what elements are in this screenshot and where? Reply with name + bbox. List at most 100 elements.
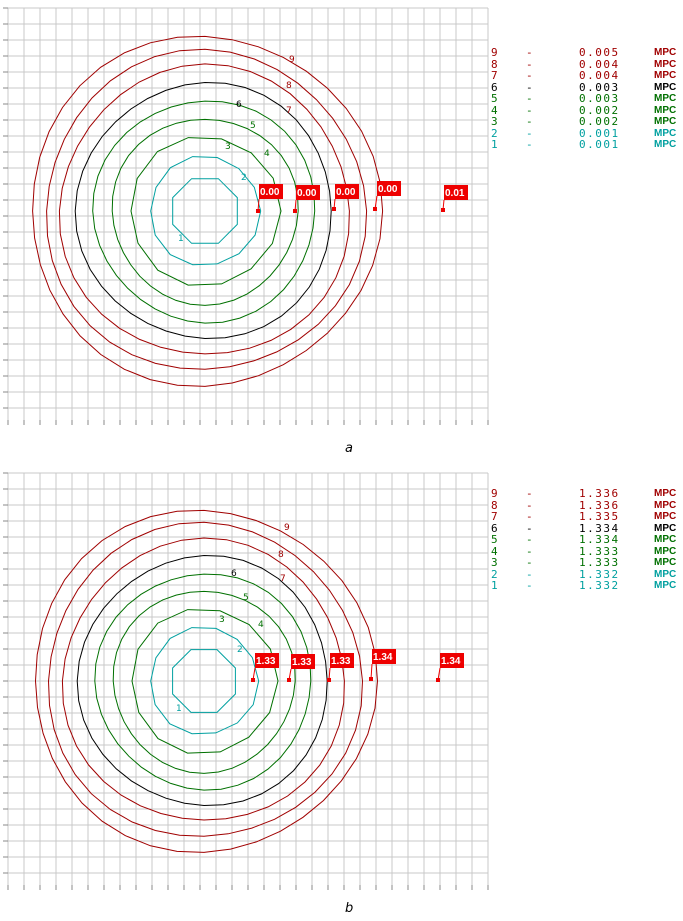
legend-value: 1.333 bbox=[579, 556, 620, 569]
marker-value: 1.33 bbox=[256, 656, 276, 667]
value-marker: 1.33 bbox=[251, 653, 279, 682]
contour-label-4: 4 bbox=[258, 620, 264, 630]
marker-point bbox=[256, 209, 260, 213]
marker-point bbox=[369, 677, 373, 681]
contour-label-5: 5 bbox=[243, 593, 249, 603]
contour-panel-a: 1 2 3 4 5 6 7 8 9 0.00 0.00 0.00 0.00 0.01 9-0.005 MPC… bbox=[3, 7, 677, 456]
legend-level: 2 bbox=[491, 126, 498, 140]
marker-box bbox=[335, 184, 359, 199]
contour-line-9 bbox=[34, 509, 379, 853]
contour-line-6 bbox=[76, 554, 328, 807]
legend-level: 5 bbox=[491, 92, 498, 105]
contour-label-6: 6 bbox=[236, 100, 242, 110]
contour-label-3: 3 bbox=[225, 142, 231, 152]
legend-dash: - bbox=[526, 533, 533, 546]
legend-dash: - bbox=[526, 510, 533, 523]
contour-line-1 bbox=[172, 649, 236, 713]
marker-leader bbox=[370, 663, 373, 680]
legend-value: 1.335 bbox=[579, 510, 620, 523]
contour-line-6 bbox=[74, 81, 332, 340]
marker-point bbox=[327, 678, 331, 682]
marker-point bbox=[251, 678, 255, 682]
legend-unit: MPC bbox=[654, 580, 677, 591]
contour-label-1: 1 bbox=[178, 234, 184, 244]
marker-value: 0.00 bbox=[297, 188, 317, 199]
contour-label-2: 2 bbox=[237, 645, 243, 655]
contour-line-4 bbox=[111, 118, 299, 306]
legend-value: 0.004 bbox=[579, 57, 620, 71]
marker-box bbox=[372, 649, 396, 664]
legend-level: 2 bbox=[491, 567, 498, 581]
legend-unit: MPC bbox=[654, 127, 677, 139]
legend-unit: MPC bbox=[654, 93, 677, 104]
legend-dash: - bbox=[526, 115, 533, 128]
contour-line-9 bbox=[32, 35, 384, 387]
legend-level: 1 bbox=[491, 579, 498, 592]
legend-level: 5 bbox=[491, 533, 498, 546]
legend-dash: - bbox=[526, 138, 533, 151]
legend-value: 0.005 bbox=[579, 46, 620, 59]
contour-label-1: 1 bbox=[176, 704, 182, 714]
legend-value: 1.334 bbox=[579, 521, 620, 535]
contours bbox=[34, 509, 379, 853]
value-marker: 1.33 bbox=[287, 654, 315, 682]
legend-dash: - bbox=[526, 521, 533, 535]
legend-level: 4 bbox=[491, 544, 498, 558]
marker-value: 1.34 bbox=[373, 652, 393, 663]
contour-label-8: 8 bbox=[278, 550, 284, 560]
legend-unit: MPC bbox=[654, 47, 677, 58]
legend-unit: MPC bbox=[654, 116, 677, 127]
legend-value: 1.336 bbox=[579, 498, 620, 512]
marker-box bbox=[377, 181, 401, 196]
legend-level: 8 bbox=[491, 498, 498, 512]
legend-dash: - bbox=[526, 126, 533, 140]
legend-unit: MPC bbox=[654, 104, 677, 116]
legend-value: 0.004 bbox=[579, 69, 620, 82]
marker-box bbox=[444, 185, 468, 200]
legend-dash: - bbox=[526, 69, 533, 82]
contour-label-2: 2 bbox=[241, 173, 247, 183]
value-marker: 0.00 bbox=[293, 185, 320, 213]
legend-unit: MPC bbox=[654, 58, 677, 70]
grid bbox=[7, 7, 489, 420]
legend-level: 9 bbox=[491, 487, 498, 500]
legend-value: 0.003 bbox=[579, 92, 620, 105]
contour-line-4 bbox=[112, 590, 296, 774]
value-marker: 0.00 bbox=[332, 184, 359, 211]
caption-a: a bbox=[345, 441, 353, 456]
legend-level: 4 bbox=[491, 103, 498, 117]
legend-value: 0.002 bbox=[579, 103, 620, 117]
contour-label-7: 7 bbox=[286, 106, 292, 116]
marker-box bbox=[259, 184, 283, 199]
value-markers: 0.00 0.00 0.00 0.00 0.01 bbox=[256, 181, 468, 213]
legend-dash: - bbox=[526, 556, 533, 569]
contour-line-8 bbox=[47, 521, 364, 837]
legend-level: 9 bbox=[491, 46, 498, 59]
contour-line-3 bbox=[131, 609, 279, 754]
legend-level: 1 bbox=[491, 138, 498, 151]
legend-unit: MPC bbox=[654, 557, 677, 568]
legend-dash: - bbox=[526, 567, 533, 581]
legend-dash: - bbox=[526, 80, 533, 94]
legend-value: 1.332 bbox=[579, 567, 620, 581]
legend-unit: MPC bbox=[654, 545, 677, 557]
contour-label-3: 3 bbox=[219, 615, 225, 625]
contour-line-2 bbox=[150, 627, 260, 735]
marker-value: 0.00 bbox=[336, 187, 356, 198]
legend-unit: MPC bbox=[654, 70, 677, 81]
value-marker: 0.00 bbox=[256, 184, 283, 213]
legend-level: 6 bbox=[491, 80, 498, 94]
legend-value: 0.001 bbox=[579, 126, 620, 140]
contour-line-1 bbox=[172, 178, 238, 244]
contour-panel-b: 1 2 3 4 5 6 7 8 9 1.33 1.33 1.33 1.34 1.34 9-1.336 MPC… bbox=[0, 465, 683, 921]
legend-value: 1.333 bbox=[579, 544, 620, 558]
marker-point bbox=[293, 209, 297, 213]
contour-line-2 bbox=[150, 156, 262, 266]
legend-dash: - bbox=[526, 103, 533, 117]
contour-line-5 bbox=[92, 100, 316, 324]
marker-value: 0.00 bbox=[378, 184, 398, 195]
marker-value: 0.01 bbox=[445, 188, 465, 199]
legend-dash: - bbox=[526, 498, 533, 512]
contour-labels: 1 2 3 4 5 6 7 8 9 bbox=[176, 523, 290, 714]
legend-unit: MPC bbox=[654, 139, 677, 150]
